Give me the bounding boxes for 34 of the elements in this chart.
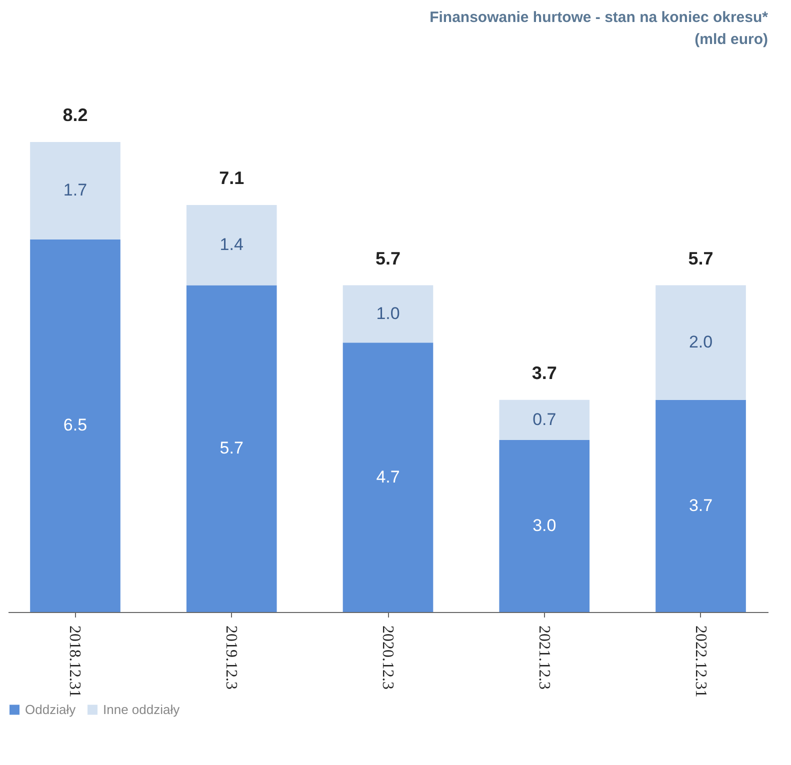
x-tick-label: 2020.12.3 [379, 626, 396, 690]
bar [186, 285, 277, 612]
total-label: 5.7 [375, 248, 401, 268]
total-label: 8.2 [62, 105, 88, 125]
data-label: 3.0 [532, 516, 556, 536]
bar [30, 142, 120, 240]
legend-label: Oddziały [25, 702, 76, 717]
data-label: 3.7 [688, 496, 713, 515]
bar [186, 205, 277, 286]
bar [499, 440, 590, 612]
text: Finansowanie hurtowe - stan na koniec okresu* [430, 9, 768, 26]
total-label: 7.1 [219, 168, 244, 188]
bar [30, 239, 120, 612]
x-tick-label: 2019.12.3 [222, 626, 240, 690]
data-label: 4.7 [376, 467, 400, 486]
total-label: 3.7 [532, 362, 557, 383]
data-label: 1.0 [376, 304, 400, 323]
data-label: 6.5 [63, 416, 88, 435]
bar [656, 285, 746, 400]
data-label: 2.0 [688, 332, 713, 352]
legend-label: Inne oddziały [103, 702, 180, 717]
bar [342, 285, 434, 343]
x-tick-label: 2018.12.31 [66, 626, 84, 698]
data-label: 1.4 [220, 235, 244, 254]
data-label: 5.7 [220, 438, 244, 458]
bar [342, 342, 434, 612]
x-tick-label: 2022.12.31 [692, 626, 709, 698]
total-label: 5.7 [688, 248, 714, 268]
bar [499, 400, 590, 440]
x-tick-label: 2021.12.3 [535, 626, 552, 690]
bar [656, 400, 746, 612]
data-label: 0.7 [532, 410, 556, 429]
data-label: 1.7 [63, 180, 88, 200]
text: (mld euro) [694, 31, 768, 48]
